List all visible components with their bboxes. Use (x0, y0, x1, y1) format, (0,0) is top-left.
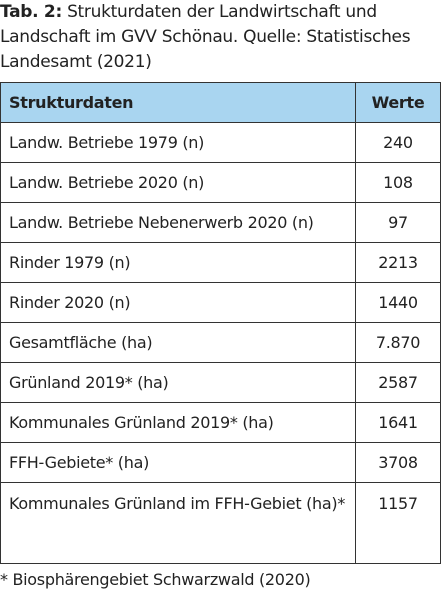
table-row: Rinder 2020 (n) 1440 (0, 282, 441, 323)
caption: Tab. 2: Strukturdaten der Landwirtschaft… (0, 0, 440, 75)
label-cell: Kommunales Grünland im FFH-Gebiet (ha)* (0, 482, 356, 564)
label-cell: Landw. Betriebe 1979 (n) (0, 122, 356, 163)
table-row: Kommunales Grünland im FFH-Gebiet (ha)* 1… (0, 482, 441, 564)
label-cell: Grünland 2019* (ha) (0, 362, 356, 403)
value-cell: 1440 (355, 282, 441, 323)
table-row: Landw. Betriebe Nebenerwerb 2020 (n) 97 (0, 202, 441, 243)
caption-label: Tab. 2: (0, 2, 62, 22)
header-cell: Strukturdaten (0, 82, 356, 123)
value-cell: 240 (355, 122, 441, 163)
value-cell: 1157 (355, 482, 441, 564)
header-row: Strukturdaten Werte (0, 82, 441, 123)
value-cell: 7.870 (355, 322, 441, 363)
value-cell: 3708 (355, 442, 441, 483)
footnote: * Biosphärengebiet Schwarzwald (2020) (0, 570, 311, 589)
label-cell: Rinder 1979 (n) (0, 242, 356, 283)
table: Strukturdaten Werte Landw. Betriebe 1979… (0, 82, 441, 564)
label-cell: Landw. Betriebe 2020 (n) (0, 162, 356, 203)
value-cell: 1641 (355, 402, 441, 443)
value-cell: 97 (355, 202, 441, 243)
label-cell: FFH-Gebiete* (ha) (0, 442, 356, 483)
table-row: Kommunales Grünland 2019* (ha) 1641 (0, 402, 441, 443)
table-row: Landw. Betriebe 1979 (n) 240 (0, 122, 441, 163)
value-cell: 2587 (355, 362, 441, 403)
value-cell: 2213 (355, 242, 441, 283)
table-row: Rinder 1979 (n) 2213 (0, 242, 441, 283)
label-cell: Gesamtfläche (ha) (0, 322, 356, 363)
header-cell: Werte (355, 82, 441, 123)
label-cell: Rinder 2020 (n) (0, 282, 356, 323)
caption-text: Strukturdaten der Landwirtschaft und Lan… (0, 2, 411, 72)
value-cell: 108 (355, 162, 441, 203)
table-row: Landw. Betriebe 2020 (n) 108 (0, 162, 441, 203)
table-row: Gesamtfläche (ha) 7.870 (0, 322, 441, 363)
label-cell: Landw. Betriebe Nebenerwerb 2020 (n) (0, 202, 356, 243)
label-cell: Kommunales Grünland 2019* (ha) (0, 402, 356, 443)
table-row: FFH-Gebiete* (ha) 3708 (0, 442, 441, 483)
table-row: Grünland 2019* (ha) 2587 (0, 362, 441, 403)
